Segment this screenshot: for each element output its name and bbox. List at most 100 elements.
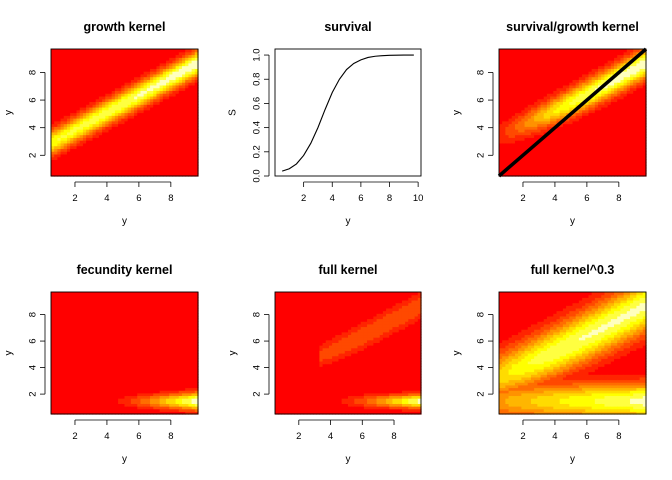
heatmap-cell (130, 162, 135, 166)
heatmap-cell (130, 137, 135, 141)
heatmap-cell (553, 49, 558, 53)
heatmap-cell (185, 76, 190, 80)
heatmap-cell (92, 318, 97, 322)
heatmap-cell (102, 129, 106, 133)
heatmap-cell (188, 153, 193, 158)
heatmap-cell (534, 57, 538, 61)
heatmap-cell (130, 68, 135, 72)
heatmap-cell (95, 51, 100, 56)
heatmap-cell (530, 134, 535, 138)
heatmap-cell (543, 68, 548, 72)
heatmap-cell (499, 49, 503, 53)
heatmap-cell (604, 129, 609, 133)
heatmap-cell (146, 142, 151, 147)
heatmap-cell (89, 321, 94, 325)
heatmap-cell (82, 68, 87, 72)
heatmap-cell (54, 129, 58, 133)
heatmap-cell (98, 142, 103, 147)
heatmap-cell (114, 126, 119, 130)
heatmap-cell (514, 90, 519, 94)
heatmap-cell (153, 106, 158, 111)
heatmap-cell (79, 140, 84, 144)
heatmap-cell (89, 145, 94, 149)
heatmap-cell (626, 65, 631, 69)
heatmap-cell (601, 57, 606, 61)
heatmap-cell (524, 156, 529, 161)
heatmap-cell (499, 164, 503, 169)
heatmap-cell (546, 120, 551, 125)
heatmap-cell (178, 104, 183, 108)
heatmap-cell (134, 112, 138, 116)
plot-frame (498, 48, 647, 177)
heatmap-cell (569, 82, 574, 86)
heatmap-cell (89, 350, 94, 354)
heatmap-cell (169, 137, 174, 141)
heatmap-cell (143, 98, 148, 103)
heatmap-cell (127, 49, 132, 53)
heatmap-cell (102, 173, 106, 177)
heatmap-cell (620, 167, 625, 172)
heatmap-cell (76, 371, 81, 375)
heatmap-cell (620, 148, 625, 152)
heatmap-cell (623, 49, 628, 53)
heatmap-cell (159, 93, 164, 97)
heatmap-cell (521, 71, 526, 75)
heatmap-cell (130, 73, 135, 78)
heatmap-cell (610, 54, 615, 58)
heatmap-cell (63, 315, 68, 320)
heatmap-cell (617, 164, 622, 169)
heatmap-cell (607, 101, 612, 105)
heatmap-cell (511, 51, 516, 56)
heatmap-cell (146, 51, 151, 56)
heatmap-cell (175, 68, 180, 72)
heatmap-cell (633, 95, 638, 100)
heatmap-cell (610, 84, 615, 89)
heatmap-cell (642, 142, 647, 147)
heatmap-cell (51, 134, 55, 138)
heatmap-cell (585, 71, 590, 75)
heatmap-cell (70, 390, 74, 394)
heatmap-cell (556, 104, 561, 108)
heatmap-cell (566, 54, 570, 58)
heatmap-cell (63, 353, 68, 357)
heatmap-cell (546, 126, 551, 130)
heatmap-cell (82, 307, 87, 312)
heatmap-cell (582, 79, 586, 83)
heatmap-cell (70, 358, 74, 362)
heatmap-cell (562, 153, 567, 158)
heatmap-cell (610, 71, 615, 75)
heatmap-cell (546, 71, 551, 75)
heatmap-cell (73, 126, 78, 130)
heatmap-cell (559, 104, 564, 108)
heatmap-cell (502, 84, 506, 89)
heatmap-cell (63, 329, 68, 333)
heatmap-cell (79, 307, 84, 312)
heatmap-cell (175, 126, 180, 130)
heatmap-cell (73, 318, 78, 322)
heatmap-cell (521, 148, 526, 152)
heatmap-cell (89, 400, 94, 404)
heatmap-cell (66, 137, 71, 141)
heatmap-cell (620, 159, 625, 163)
heatmap-cell (534, 173, 538, 177)
heatmap-cell (623, 90, 628, 94)
heatmap-cell (102, 93, 106, 97)
heatmap-cell (578, 153, 583, 158)
heatmap-cell (102, 71, 106, 75)
heatmap-cell (499, 87, 503, 92)
heatmap-cell (175, 167, 180, 172)
heatmap-cell (63, 368, 68, 373)
heatmap-cell (524, 57, 529, 61)
heatmap-cell (642, 65, 647, 69)
heatmap-cell (54, 156, 58, 161)
heatmap-cell (598, 153, 602, 158)
heatmap-cell (521, 162, 526, 166)
heatmap-cell (57, 313, 62, 317)
heatmap-cell (156, 109, 161, 114)
heatmap-cell (82, 73, 87, 78)
heatmap-cell (620, 156, 625, 161)
heatmap-cell (194, 68, 199, 72)
heatmap-cell (508, 134, 513, 138)
heatmap-cell (73, 137, 78, 141)
heatmap-cell (76, 151, 81, 155)
